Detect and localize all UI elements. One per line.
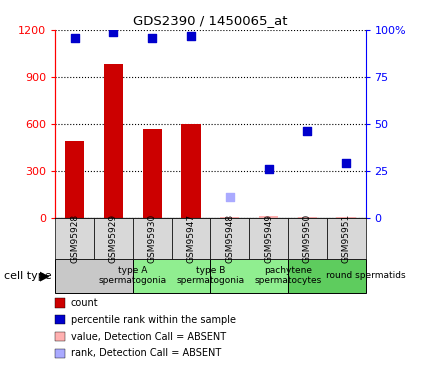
Bar xyxy=(133,259,210,292)
Text: GSM95949: GSM95949 xyxy=(264,214,273,262)
Text: GSM95929: GSM95929 xyxy=(109,214,118,262)
Bar xyxy=(249,217,288,259)
Bar xyxy=(210,217,249,259)
Point xyxy=(110,29,117,35)
Text: GSM95948: GSM95948 xyxy=(225,214,234,262)
Bar xyxy=(65,141,84,218)
Text: rank, Detection Call = ABSENT: rank, Detection Call = ABSENT xyxy=(71,348,221,358)
Point xyxy=(304,128,311,134)
Bar xyxy=(104,64,123,218)
Text: GSM95947: GSM95947 xyxy=(187,214,196,262)
Bar xyxy=(142,129,162,218)
Point xyxy=(71,34,78,40)
Bar xyxy=(55,259,133,292)
Text: cell type: cell type xyxy=(4,271,52,280)
Text: GSM95950: GSM95950 xyxy=(303,213,312,263)
Bar xyxy=(133,217,172,259)
Text: type B
spermatogonia: type B spermatogonia xyxy=(176,266,244,285)
Text: value, Detection Call = ABSENT: value, Detection Call = ABSENT xyxy=(71,332,226,342)
Point xyxy=(343,160,349,166)
Bar xyxy=(55,217,94,259)
Point xyxy=(265,166,272,172)
Text: type A
spermatogonia: type A spermatogonia xyxy=(99,266,167,285)
Point xyxy=(227,194,233,200)
Bar xyxy=(288,259,366,292)
Bar xyxy=(94,217,133,259)
Bar xyxy=(172,217,210,259)
Text: round spermatids: round spermatids xyxy=(326,271,405,280)
Text: GSM95951: GSM95951 xyxy=(342,213,351,263)
Bar xyxy=(210,259,288,292)
Bar xyxy=(327,217,366,259)
Text: count: count xyxy=(71,298,99,308)
Bar xyxy=(288,217,327,259)
Text: GSM95928: GSM95928 xyxy=(70,214,79,262)
Title: GDS2390 / 1450065_at: GDS2390 / 1450065_at xyxy=(133,15,288,27)
Text: percentile rank within the sample: percentile rank within the sample xyxy=(71,315,236,325)
Point xyxy=(149,34,156,40)
Text: ▶: ▶ xyxy=(40,269,50,282)
Bar xyxy=(259,216,278,217)
Point xyxy=(187,33,194,39)
Bar xyxy=(181,124,201,218)
Text: pachytene
spermatocytes: pachytene spermatocytes xyxy=(254,266,322,285)
Text: GSM95930: GSM95930 xyxy=(148,213,157,263)
